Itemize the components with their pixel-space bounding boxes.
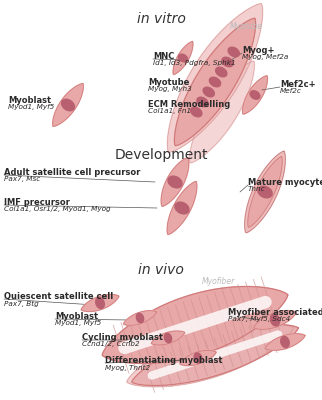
Polygon shape (265, 334, 305, 350)
Polygon shape (167, 182, 197, 234)
Text: Adult satellite cell precursor: Adult satellite cell precursor (4, 168, 140, 177)
Text: Mef2c: Mef2c (280, 88, 302, 94)
Text: Quiescent satellite cell: Quiescent satellite cell (4, 292, 113, 301)
Text: Myog, Tnnt2: Myog, Tnnt2 (105, 364, 150, 370)
Ellipse shape (168, 176, 182, 188)
Text: Myod1, Myf5: Myod1, Myf5 (8, 104, 54, 110)
Polygon shape (245, 151, 285, 233)
Polygon shape (254, 311, 296, 329)
Text: Cycling myoblast: Cycling myoblast (82, 333, 163, 342)
Polygon shape (102, 286, 288, 364)
Ellipse shape (203, 87, 214, 97)
Ellipse shape (191, 107, 202, 117)
Polygon shape (175, 18, 256, 146)
Text: MNC: MNC (153, 52, 175, 61)
Text: Myod1, Myf5: Myod1, Myf5 (55, 320, 101, 326)
Polygon shape (190, 61, 254, 163)
Ellipse shape (96, 298, 104, 308)
Text: Tnnc: Tnnc (248, 186, 266, 192)
Ellipse shape (281, 336, 289, 348)
Ellipse shape (228, 47, 239, 57)
Polygon shape (242, 76, 268, 114)
Ellipse shape (165, 333, 172, 343)
Text: IMF precursor: IMF precursor (4, 198, 70, 207)
Ellipse shape (222, 57, 233, 67)
Text: Mef2c+: Mef2c+ (280, 80, 316, 89)
Text: Pax7, Myf5, Sdc4: Pax7, Myf5, Sdc4 (228, 316, 290, 322)
Ellipse shape (136, 313, 144, 323)
Text: Col1a1, Osr1/2, Myod1, Myog: Col1a1, Osr1/2, Myod1, Myog (4, 206, 111, 212)
Text: in vitro: in vitro (137, 12, 185, 26)
Ellipse shape (175, 202, 189, 214)
Polygon shape (81, 294, 119, 312)
Text: Mature myocyte: Mature myocyte (248, 178, 322, 187)
Text: Myotube: Myotube (230, 22, 263, 31)
Text: Myog, Myh3: Myog, Myh3 (148, 86, 192, 92)
Ellipse shape (258, 186, 272, 198)
Ellipse shape (260, 188, 270, 196)
Polygon shape (151, 331, 185, 345)
Polygon shape (173, 42, 193, 74)
Ellipse shape (62, 99, 74, 111)
Text: ECM Remodelling: ECM Remodelling (148, 100, 230, 109)
Polygon shape (53, 84, 83, 126)
Text: Development: Development (114, 148, 208, 162)
Polygon shape (180, 350, 216, 366)
Text: Id1, Id3, Pdgfra, Sphk1: Id1, Id3, Pdgfra, Sphk1 (153, 60, 236, 66)
Text: Myofiber associated satellite cell: Myofiber associated satellite cell (228, 308, 322, 317)
Ellipse shape (250, 91, 260, 99)
Text: Col1a1, Fn1: Col1a1, Fn1 (148, 108, 191, 114)
Text: Myog+: Myog+ (242, 46, 274, 55)
Text: Pax7, Btg: Pax7, Btg (4, 300, 39, 306)
Ellipse shape (178, 54, 187, 62)
Ellipse shape (216, 67, 227, 77)
Text: Ccnd1/2, Ccnb2: Ccnd1/2, Ccnb2 (82, 341, 140, 347)
Ellipse shape (194, 353, 202, 363)
Polygon shape (161, 158, 189, 206)
Polygon shape (167, 4, 263, 152)
Text: Pax7, Msc: Pax7, Msc (4, 176, 40, 182)
Text: Myotube: Myotube (148, 78, 189, 87)
Text: Myoblast: Myoblast (8, 96, 51, 105)
Text: in vivo: in vivo (138, 263, 184, 277)
Ellipse shape (209, 77, 221, 87)
Ellipse shape (270, 314, 279, 326)
Text: Myofiber: Myofiber (202, 277, 235, 286)
Ellipse shape (197, 97, 208, 107)
Text: Myoblast: Myoblast (55, 312, 98, 321)
Polygon shape (248, 157, 282, 227)
Polygon shape (127, 323, 293, 387)
Polygon shape (132, 324, 298, 386)
Text: Differentiating myoblast: Differentiating myoblast (105, 356, 223, 365)
Text: Myog, Mef2a: Myog, Mef2a (242, 54, 289, 60)
Polygon shape (124, 311, 156, 325)
